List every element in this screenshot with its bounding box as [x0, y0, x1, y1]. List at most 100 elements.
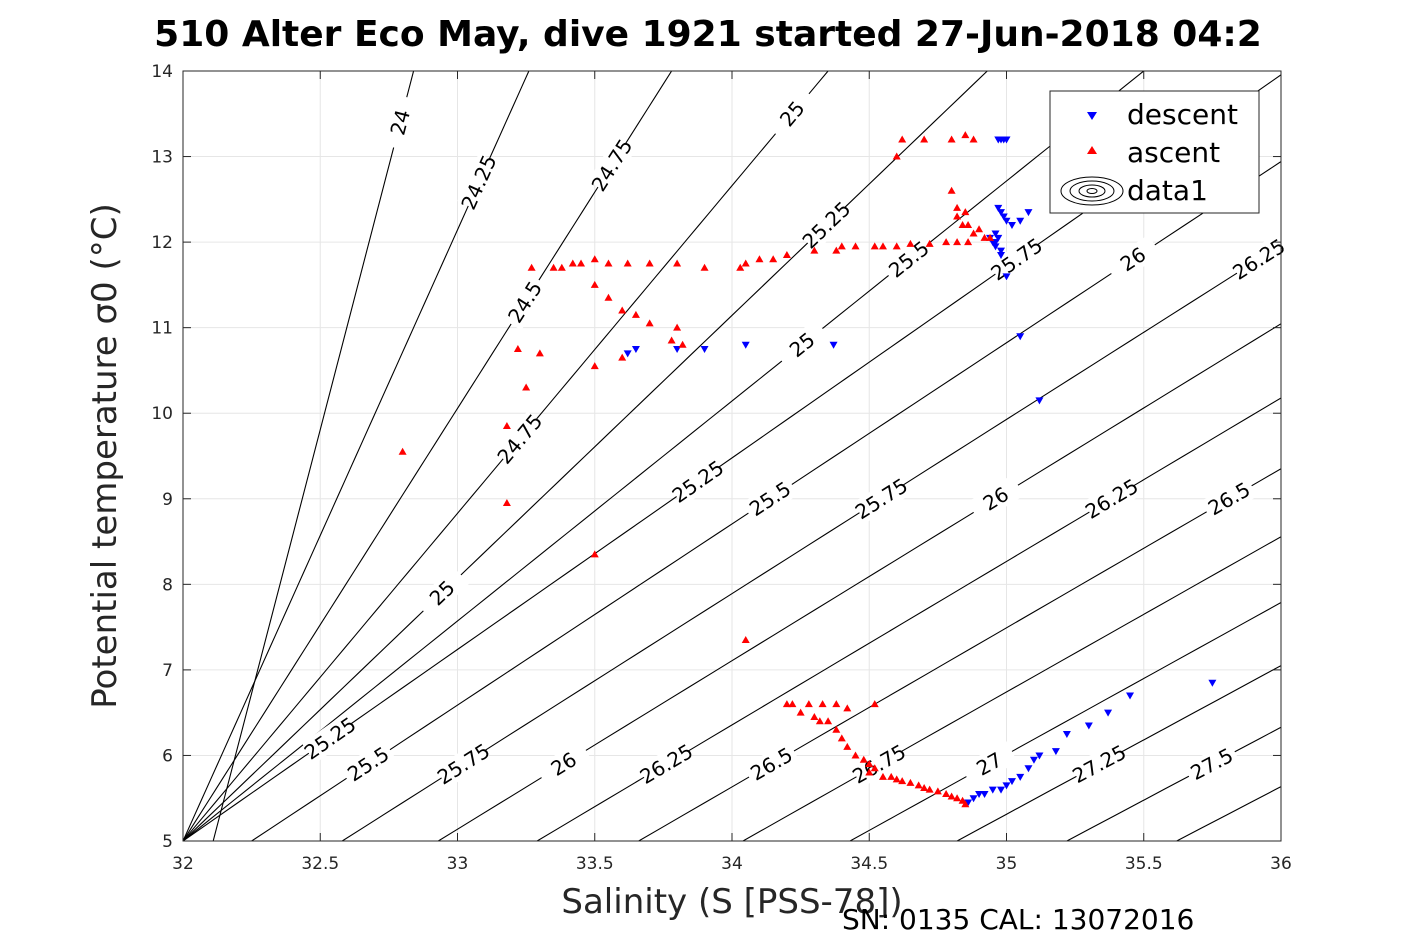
descent-point	[1007, 778, 1016, 786]
ascent-point	[818, 700, 827, 708]
contour-label-gap	[1070, 741, 1128, 787]
descent-point	[673, 346, 682, 354]
ascent-point	[969, 229, 978, 237]
ascent-point	[832, 700, 841, 708]
ascent-point	[398, 447, 407, 455]
x-tick-label: 36	[1270, 854, 1292, 874]
ascent-point	[527, 263, 536, 271]
ascent-point	[832, 725, 841, 733]
ascent-point	[964, 238, 973, 246]
serial-calibration-note: SN: 0135 CAL: 13072016	[842, 903, 1194, 936]
legend: descent ascent data1	[1049, 90, 1260, 214]
ascent-point	[645, 319, 654, 327]
contour-label-gap	[1230, 235, 1288, 284]
y-tick-label: 6	[162, 746, 173, 766]
ascent-point	[590, 280, 599, 288]
ascent-point	[878, 772, 887, 780]
descent-point	[997, 247, 1006, 255]
ascent-point	[673, 323, 682, 331]
ascent-point	[502, 422, 511, 430]
descent-point	[1208, 679, 1217, 687]
ascent-point	[843, 742, 852, 750]
descent-point	[994, 234, 1003, 242]
data-points	[398, 131, 1217, 808]
density-contours	[183, 71, 1281, 841]
contour-label-gap	[743, 740, 801, 788]
isopycnal-line	[183, 71, 673, 841]
ascent-point	[824, 717, 833, 725]
ascent-point	[906, 778, 915, 786]
contour-label-gap	[500, 273, 550, 331]
ascent-point	[590, 362, 599, 370]
descent-point	[997, 786, 1006, 794]
y-tick-label: 12	[151, 233, 173, 253]
descent-point	[741, 341, 750, 349]
ascent-point	[865, 760, 874, 767]
ascent-point	[837, 734, 846, 742]
ascent-point	[953, 794, 962, 802]
descent-point	[999, 213, 1008, 221]
isopycnal-line	[183, 71, 988, 841]
ascent-point	[961, 800, 970, 808]
ascent-point	[961, 208, 970, 216]
x-tick-label: 33.5	[576, 854, 614, 874]
y-tick-label: 14	[151, 62, 173, 82]
descent-point	[997, 209, 1006, 217]
ascent-point	[986, 233, 995, 241]
y-axis-ticks: 5 6 7 8 9 10 11 12 13 14	[151, 62, 1281, 852]
ascent-point	[736, 263, 745, 271]
ascent-point	[782, 250, 791, 258]
ascent-point	[513, 345, 522, 353]
ascent-point	[590, 255, 599, 263]
descent-point	[1016, 773, 1025, 781]
descent-point	[1126, 692, 1135, 700]
ascent-point	[832, 246, 841, 254]
descent-point	[991, 230, 1000, 238]
ascent-point	[953, 212, 962, 220]
descent-point	[1062, 731, 1071, 739]
descent-point	[1002, 136, 1011, 144]
contour-label-gap	[493, 411, 546, 467]
contour-label-gap	[535, 740, 593, 788]
legend-data1-label: data1	[1127, 174, 1208, 207]
descent-point	[829, 341, 838, 349]
isopycnal-line	[956, 664, 1281, 841]
contour-label-gap	[669, 456, 727, 507]
ascent-point	[645, 259, 654, 267]
contour-label-gap	[850, 740, 908, 788]
ascent-point	[782, 700, 791, 708]
contour-label-gap	[435, 739, 492, 789]
ascent-point	[870, 242, 879, 250]
descent-point	[969, 795, 978, 803]
ascent-point	[942, 238, 951, 246]
legend-ascent-label: ascent	[1127, 136, 1220, 169]
ascent-point	[947, 135, 956, 143]
contour-label-gap	[988, 234, 1045, 284]
ascent-point	[590, 550, 599, 558]
ascent-point	[810, 246, 819, 254]
ascent-point	[741, 635, 750, 643]
ascent-point	[577, 259, 586, 267]
contour-label-gap	[587, 136, 636, 194]
ascent-point	[522, 383, 531, 391]
ascent-point	[925, 785, 934, 793]
ascent-point	[947, 186, 956, 194]
ascent-point	[969, 135, 978, 143]
x-tick-label: 35.5	[1125, 854, 1163, 874]
x-tick-label: 34.5	[850, 854, 888, 874]
x-tick-label: 32.5	[301, 854, 339, 874]
ascent-point	[892, 152, 901, 160]
legend-ascent-marker	[1087, 146, 1097, 154]
isopycnal-line	[742, 536, 1281, 841]
contour-label-gap	[774, 319, 830, 371]
x-axis-label: Salinity (S [PSS-78])	[561, 882, 902, 922]
contour-label-gap	[382, 94, 419, 151]
contour-label-gap	[766, 86, 819, 142]
contour-label-gap	[1104, 234, 1162, 284]
ascent-point	[755, 255, 764, 263]
ascent-point	[920, 783, 929, 791]
ascent-point	[851, 751, 860, 759]
ascent-point	[898, 135, 907, 143]
ascent-point	[741, 259, 750, 267]
ascent-point	[892, 242, 901, 250]
